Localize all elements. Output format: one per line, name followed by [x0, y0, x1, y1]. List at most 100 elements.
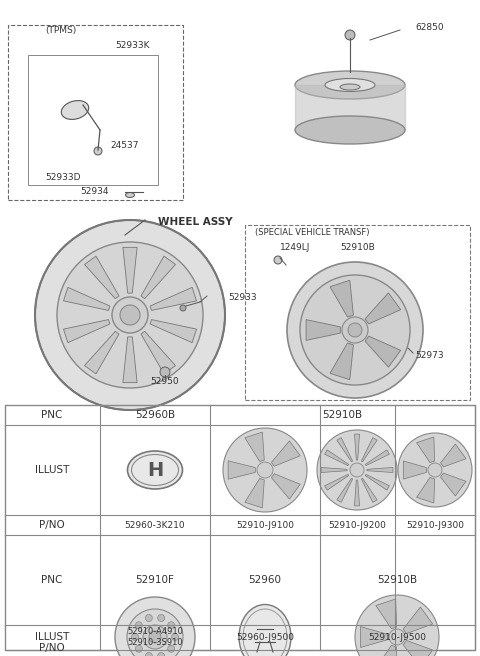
Polygon shape	[228, 461, 255, 479]
Ellipse shape	[340, 84, 360, 90]
Polygon shape	[337, 478, 353, 502]
Circle shape	[135, 646, 142, 652]
Circle shape	[120, 305, 140, 325]
Text: WHEEL ASSY: WHEEL ASSY	[158, 217, 232, 227]
Polygon shape	[321, 468, 347, 472]
Circle shape	[94, 147, 102, 155]
Circle shape	[135, 622, 142, 628]
Bar	[8, 25, 183, 200]
Polygon shape	[245, 432, 264, 462]
Ellipse shape	[239, 604, 291, 656]
Text: 24537: 24537	[110, 140, 139, 150]
Text: 52933K: 52933K	[115, 41, 149, 49]
Polygon shape	[376, 599, 396, 628]
Polygon shape	[330, 280, 353, 317]
Circle shape	[350, 463, 364, 477]
Polygon shape	[355, 434, 360, 460]
Circle shape	[223, 428, 307, 512]
Ellipse shape	[295, 116, 405, 144]
Text: 52910-J9200: 52910-J9200	[328, 520, 386, 529]
Polygon shape	[141, 256, 176, 298]
Polygon shape	[441, 444, 466, 467]
Circle shape	[257, 462, 273, 478]
Text: 52910-A4910
52910-3S910: 52910-A4910 52910-3S910	[127, 627, 183, 647]
Polygon shape	[403, 461, 426, 479]
Polygon shape	[337, 438, 353, 462]
Polygon shape	[330, 343, 353, 380]
Text: 52960: 52960	[249, 575, 281, 585]
Polygon shape	[355, 480, 360, 506]
Polygon shape	[360, 626, 387, 647]
Circle shape	[57, 242, 203, 388]
Circle shape	[355, 595, 439, 656]
Polygon shape	[365, 293, 401, 324]
Text: 52910B: 52910B	[322, 410, 362, 420]
Text: PNC: PNC	[41, 575, 63, 585]
Text: 52910-J9300: 52910-J9300	[406, 520, 464, 529]
Circle shape	[180, 305, 186, 311]
Text: H: H	[147, 461, 163, 480]
Circle shape	[158, 615, 165, 621]
Text: P/NO: P/NO	[39, 643, 65, 653]
Polygon shape	[365, 474, 389, 490]
Polygon shape	[306, 319, 340, 340]
Polygon shape	[150, 287, 196, 310]
Polygon shape	[141, 331, 176, 374]
Polygon shape	[324, 450, 348, 466]
Polygon shape	[365, 450, 389, 466]
Polygon shape	[324, 474, 348, 490]
Polygon shape	[63, 287, 110, 310]
Polygon shape	[365, 336, 401, 367]
Ellipse shape	[61, 100, 89, 119]
Polygon shape	[361, 478, 377, 502]
Circle shape	[348, 323, 362, 337]
Circle shape	[317, 430, 397, 510]
Circle shape	[127, 609, 183, 656]
Text: 52910F: 52910F	[135, 575, 174, 585]
Circle shape	[115, 597, 195, 656]
Text: 52910B: 52910B	[377, 575, 417, 585]
Text: PNC: PNC	[41, 410, 63, 420]
Polygon shape	[271, 474, 300, 499]
Circle shape	[428, 463, 442, 477]
Circle shape	[158, 653, 165, 656]
Text: P/NO: P/NO	[39, 520, 65, 530]
Circle shape	[168, 622, 175, 628]
Text: ILLUST: ILLUST	[35, 465, 69, 475]
Text: 62850: 62850	[415, 24, 444, 33]
Text: 52973: 52973	[415, 350, 444, 359]
Polygon shape	[123, 337, 137, 382]
Bar	[28, 55, 158, 185]
Circle shape	[132, 634, 139, 640]
Text: 52960-3K210: 52960-3K210	[125, 520, 185, 529]
Polygon shape	[271, 441, 300, 466]
Text: 52910-J9100: 52910-J9100	[236, 520, 294, 529]
Circle shape	[342, 317, 368, 343]
Circle shape	[389, 629, 405, 645]
Ellipse shape	[128, 451, 182, 489]
Text: 52910-J9500: 52910-J9500	[368, 632, 426, 642]
Text: 52933: 52933	[228, 293, 257, 302]
Polygon shape	[84, 256, 119, 298]
Bar	[245, 225, 470, 400]
Polygon shape	[367, 468, 393, 472]
Circle shape	[149, 631, 161, 643]
Polygon shape	[417, 478, 435, 503]
Text: 1249LJ: 1249LJ	[280, 243, 311, 253]
Text: 52960-J9500: 52960-J9500	[236, 632, 294, 642]
Text: ILLUST: ILLUST	[35, 632, 69, 642]
Polygon shape	[403, 640, 432, 656]
Bar	[5, 405, 475, 650]
Text: 52933D: 52933D	[45, 173, 81, 182]
Polygon shape	[84, 331, 119, 374]
Circle shape	[35, 220, 225, 410]
Ellipse shape	[125, 192, 134, 197]
Circle shape	[112, 297, 148, 333]
Polygon shape	[403, 607, 432, 634]
Polygon shape	[245, 478, 264, 508]
Text: 52950: 52950	[151, 377, 180, 386]
Circle shape	[171, 634, 179, 640]
Polygon shape	[361, 438, 377, 462]
Circle shape	[300, 275, 410, 385]
Text: 52960B: 52960B	[135, 410, 175, 420]
